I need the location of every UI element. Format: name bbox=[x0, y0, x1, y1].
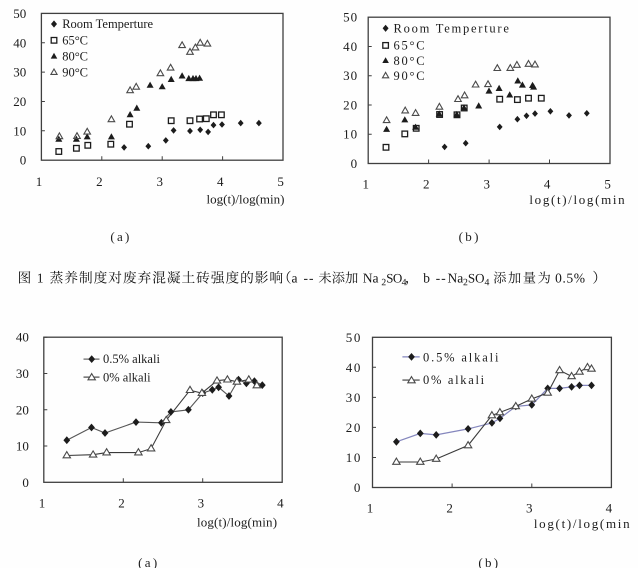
svg-text:10: 10 bbox=[346, 450, 362, 465]
svg-text:40: 40 bbox=[16, 330, 29, 345]
svg-text:0: 0 bbox=[354, 480, 362, 495]
svg-text:50: 50 bbox=[343, 10, 358, 25]
svg-text:(a): (a) bbox=[110, 229, 131, 244]
svg-text:20: 20 bbox=[346, 420, 362, 435]
svg-text:65°C: 65°C bbox=[394, 39, 427, 53]
svg-text:0% alkali: 0% alkali bbox=[103, 370, 151, 384]
svg-text:4: 4 bbox=[544, 177, 551, 192]
svg-text:log(t)/log(min): log(t)/log(min) bbox=[197, 515, 277, 530]
svg-text:80°C: 80°C bbox=[62, 49, 88, 63]
svg-text:10: 10 bbox=[343, 127, 358, 142]
svg-text:3: 3 bbox=[526, 501, 533, 516]
svg-text:90°C: 90°C bbox=[62, 66, 88, 80]
svg-text:30: 30 bbox=[13, 65, 26, 80]
svg-text:80°C: 80°C bbox=[394, 54, 427, 68]
svg-text:50: 50 bbox=[13, 6, 26, 21]
svg-text:Room Temperture: Room Temperture bbox=[394, 22, 511, 36]
svg-text:1: 1 bbox=[363, 177, 370, 192]
svg-text:log(t)/log(min: log(t)/log(min bbox=[534, 516, 631, 531]
svg-text:50: 50 bbox=[346, 330, 362, 345]
svg-text:30: 30 bbox=[16, 366, 29, 381]
svg-text:5: 5 bbox=[277, 174, 284, 189]
svg-text:90°C: 90°C bbox=[394, 69, 427, 83]
svg-text:2: 2 bbox=[446, 501, 453, 516]
svg-text:(b): (b) bbox=[459, 229, 481, 244]
svg-text:10: 10 bbox=[16, 439, 29, 454]
svg-text:1: 1 bbox=[367, 501, 374, 516]
svg-text:40: 40 bbox=[346, 360, 362, 375]
svg-text:1: 1 bbox=[39, 496, 46, 511]
svg-text:log(t)/log(min: log(t)/log(min bbox=[529, 192, 626, 207]
svg-text:0: 0 bbox=[22, 475, 29, 490]
svg-text:3: 3 bbox=[483, 177, 490, 192]
svg-text:2: 2 bbox=[118, 496, 125, 511]
svg-text:(b): (b) bbox=[478, 555, 500, 568]
svg-text:20: 20 bbox=[16, 402, 29, 417]
svg-text:1: 1 bbox=[36, 174, 43, 189]
svg-text:10: 10 bbox=[13, 123, 26, 138]
svg-text:40: 40 bbox=[13, 35, 26, 50]
svg-text:(a): (a) bbox=[138, 555, 159, 568]
svg-text:30: 30 bbox=[343, 68, 358, 83]
svg-text:0: 0 bbox=[20, 153, 27, 168]
svg-text:30: 30 bbox=[346, 390, 362, 405]
svg-text:4: 4 bbox=[606, 501, 613, 516]
svg-text:3: 3 bbox=[157, 174, 164, 189]
svg-text:40: 40 bbox=[343, 39, 358, 54]
svg-text:3: 3 bbox=[198, 496, 205, 511]
svg-text:0.5% alkali: 0.5% alkali bbox=[423, 351, 500, 365]
svg-text:2: 2 bbox=[423, 177, 430, 192]
svg-text:Room Temperture: Room Temperture bbox=[62, 17, 153, 31]
svg-text:20: 20 bbox=[343, 97, 358, 112]
svg-text:log(t)/log(min): log(t)/log(min) bbox=[207, 192, 285, 207]
svg-text:65°C: 65°C bbox=[62, 34, 88, 48]
svg-text:2: 2 bbox=[96, 174, 103, 189]
svg-text:20: 20 bbox=[13, 94, 26, 109]
svg-text:4: 4 bbox=[217, 174, 224, 189]
svg-text:0% alkali: 0% alkali bbox=[423, 373, 486, 387]
svg-text:5: 5 bbox=[604, 177, 611, 192]
svg-text:0.5% alkali: 0.5% alkali bbox=[103, 352, 160, 366]
svg-text:4: 4 bbox=[277, 496, 284, 511]
svg-text:0: 0 bbox=[351, 156, 359, 171]
